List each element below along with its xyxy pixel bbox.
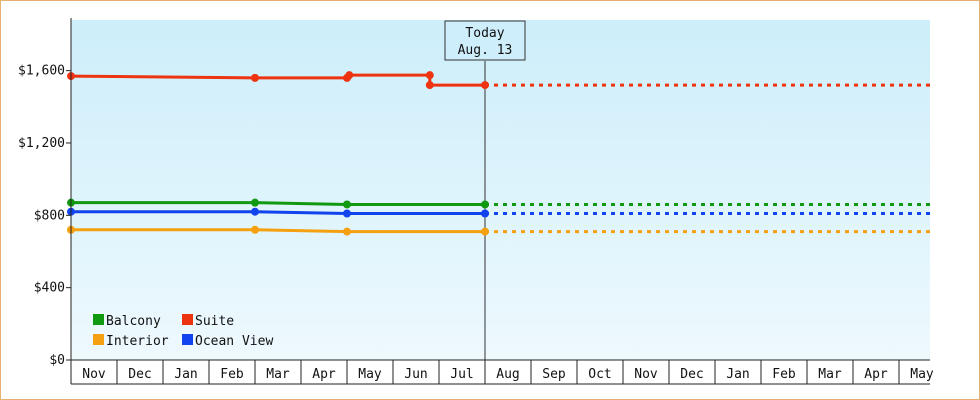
x-tick-label: Jan — [174, 367, 197, 382]
legend-label: Interior — [106, 334, 169, 349]
y-tick-label: $1,600 — [18, 64, 65, 79]
x-tick-label: Jul — [450, 367, 473, 382]
series-line — [71, 228, 485, 234]
x-tick-label: Feb — [772, 367, 796, 382]
y-tick-label: $800 — [34, 208, 65, 223]
x-tick-label: Sep — [542, 367, 566, 382]
data-point — [481, 227, 489, 236]
x-tick-label: Mar — [266, 367, 290, 382]
data-point — [345, 71, 354, 80]
x-tick-label: Dec — [680, 367, 703, 382]
x-tick-label: Mar — [818, 367, 842, 382]
data-point — [343, 227, 351, 236]
x-tick-label: Jun — [404, 367, 427, 382]
y-tick-label: $0 — [49, 353, 65, 368]
legend-swatch — [182, 314, 193, 325]
legend-swatch — [182, 334, 193, 345]
x-tick-label: May — [358, 367, 382, 382]
x-tick-label: Dec — [128, 367, 151, 382]
data-point — [251, 225, 259, 234]
data-point — [481, 81, 489, 90]
data-point — [251, 73, 259, 82]
series-line — [71, 201, 485, 206]
x-tick-label: Feb — [220, 367, 244, 382]
y-tick-label: $400 — [34, 281, 65, 296]
legend-label: Ocean View — [195, 334, 273, 349]
x-tick-label: Jan — [726, 367, 749, 382]
today-callout-label: Aug. 13 — [458, 43, 513, 58]
x-tick-label: Apr — [864, 367, 888, 382]
legend-label: Balcony — [106, 314, 161, 329]
x-tick-label: May — [910, 367, 934, 382]
y-tick-label: $1,200 — [18, 136, 65, 151]
data-point — [251, 207, 259, 216]
data-point — [251, 198, 259, 207]
legend-label: Suite — [195, 314, 234, 329]
today-callout-label: Today — [465, 26, 504, 41]
x-tick-label: Apr — [312, 367, 336, 382]
x-tick-label: Nov — [634, 367, 658, 382]
data-point — [481, 209, 489, 218]
series-line — [71, 210, 485, 216]
data-point — [425, 71, 434, 80]
plot-area — [71, 20, 930, 360]
x-tick-label: Oct — [588, 367, 611, 382]
data-point — [481, 200, 489, 209]
data-point — [343, 209, 351, 218]
x-tick-label: Aug — [496, 367, 519, 382]
legend-swatch — [93, 314, 104, 325]
legend-swatch — [93, 334, 104, 345]
x-tick-label: Nov — [82, 367, 106, 382]
data-point — [425, 81, 434, 90]
today-callout — [444, 20, 526, 61]
data-point — [343, 200, 351, 209]
